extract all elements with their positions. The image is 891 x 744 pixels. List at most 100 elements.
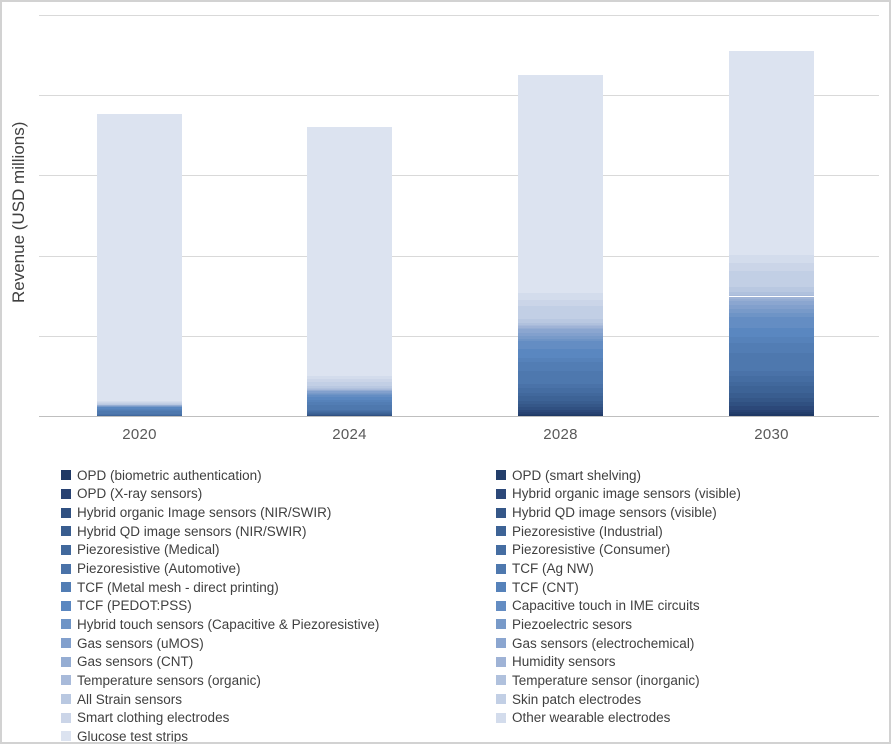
bar-segment	[518, 358, 603, 363]
bar-segment	[97, 402, 182, 404]
legend-item: Glucose test strips	[61, 727, 481, 744]
bar-segment	[729, 313, 814, 317]
legend-swatch	[61, 619, 71, 630]
legend-item: Piezoresistive (Industrial)	[496, 522, 886, 541]
bar-segment	[518, 339, 603, 342]
legend-swatch	[61, 582, 71, 593]
legend-swatch	[496, 507, 506, 518]
bar-segment	[518, 306, 603, 319]
bar-segment	[518, 392, 603, 396]
legend-label: Temperature sensor (inorganic)	[512, 672, 700, 688]
legend-label: Hybrid touch sensors (Capacitive & Piezo…	[77, 616, 380, 632]
bar-segment	[518, 362, 603, 372]
legend-swatch	[61, 488, 71, 499]
bar-segment	[729, 386, 814, 393]
x-axis-label: 2030	[754, 426, 789, 443]
gridline	[39, 335, 879, 337]
bar-segment	[729, 300, 814, 305]
bar-segment	[729, 294, 814, 297]
bar-segment	[307, 379, 392, 383]
legend-item: Hybrid QD image sensors (NIR/SWIR)	[61, 522, 481, 541]
legend-label: Hybrid QD image sensors (visible)	[512, 505, 717, 521]
bar-segment	[518, 400, 603, 404]
legend-item: OPD (smart shelving)	[496, 466, 886, 485]
bar-segment	[97, 407, 182, 409]
bar-segment	[97, 411, 182, 414]
bar-segment	[97, 415, 182, 416]
legend-item: Hybrid organic image sensors (visible)	[496, 485, 886, 504]
bar-segment	[518, 322, 603, 325]
gridline	[39, 15, 879, 16]
legend-item: Skin patch electrodes	[496, 690, 886, 709]
bar-segment	[729, 405, 814, 410]
legend-label: Piezoresistive (Medical)	[77, 542, 220, 558]
stacked-bar-2028	[518, 2, 603, 416]
bar-segment	[518, 326, 603, 329]
legend-label: Other wearable electrodes	[512, 710, 671, 726]
bar-segment	[729, 392, 814, 398]
legend-swatch	[61, 470, 71, 481]
bar-segment	[307, 386, 392, 388]
legend-swatch	[61, 600, 71, 611]
legend-item: TCF (Ag NW)	[496, 559, 886, 578]
legend-item: TCF (CNT)	[496, 578, 886, 597]
legend-swatch	[496, 638, 506, 649]
legend-item: Piezoelectric sesors	[496, 615, 886, 634]
legend-label: Temperature sensors (organic)	[77, 672, 261, 688]
bar-segment	[729, 286, 814, 293]
bar-segment	[729, 409, 814, 412]
legend-column-right: OPD (smart shelving) Hybrid organic image…	[496, 466, 886, 727]
bar-segment	[729, 270, 814, 287]
bar-segment	[97, 113, 182, 401]
bar-segment	[307, 388, 392, 390]
legend-item: Piezoresistive (Medical)	[61, 541, 481, 560]
bar-segment	[518, 341, 603, 350]
legend-swatch	[61, 656, 71, 667]
bar-segment	[518, 395, 603, 401]
bar-segment	[729, 397, 814, 403]
legend-label: Gas sensors (electrochemical)	[512, 635, 695, 651]
bar-segment	[518, 299, 603, 307]
bar-segment	[307, 401, 392, 405]
bar-segment	[729, 316, 814, 328]
bar-segment	[97, 413, 182, 415]
stacked-bar-2020	[97, 2, 182, 416]
legend-swatch	[61, 507, 71, 518]
legend-item: Other wearable electrodes	[496, 708, 886, 727]
bar-segment	[307, 387, 392, 389]
y-axis-title: Revenue (USD millions)	[9, 121, 28, 303]
bar-segment	[307, 400, 392, 402]
legend-label: Piezoresistive (Industrial)	[512, 523, 663, 539]
bar-segment	[518, 328, 603, 330]
bar-segment	[518, 293, 603, 300]
bar-segment	[518, 411, 603, 414]
legend-label: Capacitive touch in IME circuits	[512, 598, 700, 614]
legend-item: Gas sensors (electrochemical)	[496, 634, 886, 653]
legend-label: TCF (PEDOT:PSS)	[77, 598, 192, 614]
bar-segment	[518, 413, 603, 415]
legend-item: Temperature sensors (organic)	[61, 671, 481, 690]
legend-label: Glucose test strips	[77, 728, 189, 744]
legend-swatch	[496, 563, 506, 574]
bar-segment	[518, 383, 603, 388]
bar-segment	[307, 396, 392, 401]
bar-segment	[729, 296, 814, 299]
bar-segment	[518, 349, 603, 359]
bar-segment	[307, 405, 392, 410]
legend-swatch	[61, 526, 71, 537]
bar-segment	[97, 409, 182, 412]
legend-item: Humidity sensors	[496, 652, 886, 671]
bar-segment	[307, 392, 392, 394]
bar-segment	[518, 371, 603, 384]
x-axis-label: 2024	[332, 426, 367, 443]
legend-swatch	[496, 694, 506, 704]
bar-segment	[729, 298, 814, 301]
legend-label: Piezoresistive (Automotive)	[77, 561, 241, 577]
legend-label: Piezoelectric sesors	[512, 616, 633, 632]
legend-label: Hybrid QD image sensors (NIR/SWIR)	[77, 523, 307, 539]
legend-item: Hybrid touch sensors (Capacitive & Piezo…	[61, 615, 481, 634]
legend-label: Skin patch electrodes	[512, 691, 642, 707]
bar-segment	[307, 375, 392, 380]
bar-segment	[307, 394, 392, 397]
bar-segment	[518, 75, 603, 294]
